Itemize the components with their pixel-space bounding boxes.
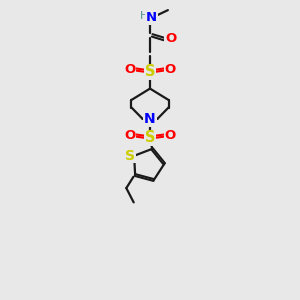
Text: N: N — [144, 112, 156, 126]
Text: O: O — [124, 63, 135, 76]
Text: N: N — [146, 11, 157, 24]
Text: O: O — [165, 32, 176, 46]
Text: O: O — [165, 129, 176, 142]
Text: O: O — [124, 129, 135, 142]
Text: S: S — [145, 130, 155, 145]
Text: S: S — [145, 64, 155, 79]
Text: H: H — [140, 11, 148, 21]
Text: O: O — [165, 63, 176, 76]
Text: S: S — [125, 149, 135, 163]
